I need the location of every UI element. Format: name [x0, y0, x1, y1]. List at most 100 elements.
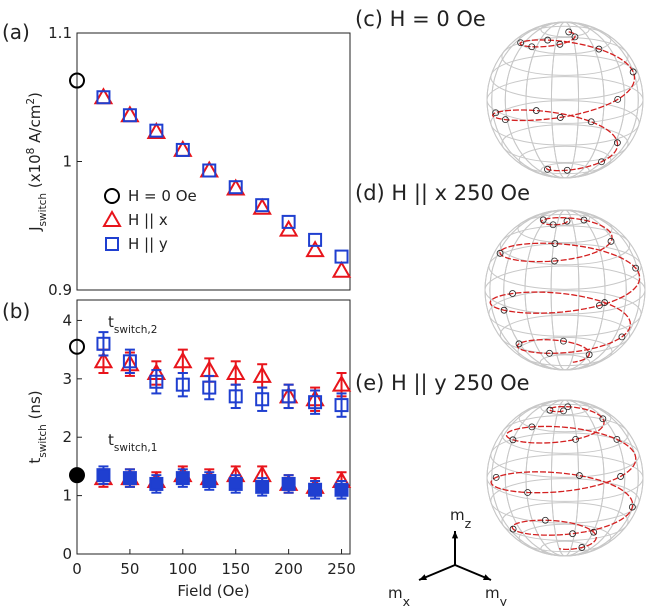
- trajectory-point: [539, 216, 547, 224]
- trajectory-point: [500, 306, 508, 314]
- data-point: [149, 123, 164, 138]
- y-axis-label-part: 8: [25, 148, 37, 155]
- panel-label: (b): [2, 299, 30, 323]
- axis-label-part: x: [403, 594, 411, 606]
- longitude: [491, 21, 639, 179]
- trajectory-point: [613, 435, 621, 443]
- trajectory: [489, 217, 641, 363]
- data-point: [334, 482, 349, 497]
- sphere-diagrams: (c) H = 0 Oe (d) H || x 250 Oe (e) H || y …: [355, 7, 646, 606]
- trajectory-point: [580, 216, 588, 224]
- y-axis-label-part: switch: [37, 193, 49, 227]
- y-axis-label: Jswitch (x108 A/cm2): [25, 92, 49, 232]
- longitude: [550, 209, 580, 371]
- y-axis-label-part: (ns): [26, 390, 44, 424]
- axis-label-part: m: [388, 584, 403, 602]
- arrow-head: [419, 574, 427, 581]
- latitude: [517, 213, 613, 244]
- data-point: [96, 90, 111, 105]
- y-tick-label: 1: [62, 153, 72, 171]
- trajectory-point: [595, 302, 603, 309]
- data-point: [331, 260, 352, 278]
- trajectory-point: [541, 516, 549, 524]
- trajectory-point: [509, 525, 517, 533]
- data-point: [149, 476, 164, 491]
- latitude: [501, 124, 629, 163]
- sphere-outline: [484, 209, 646, 371]
- longitude: [484, 209, 646, 371]
- error-bar: [336, 392, 347, 418]
- data-point: [173, 351, 193, 369]
- data-point: [255, 479, 270, 494]
- trajectory-point: [492, 473, 500, 481]
- sphere-grid: [484, 209, 646, 371]
- data-point: [334, 249, 349, 264]
- data-point: [202, 163, 217, 178]
- trajectory-point: [556, 114, 564, 121]
- trajectory-point: [563, 166, 571, 174]
- trajectory: [491, 31, 636, 172]
- trajectory-point: [613, 139, 621, 147]
- longitude: [525, 21, 605, 179]
- trajectory-point: [563, 217, 571, 225]
- data-point: [122, 354, 137, 369]
- trajectory-point: [532, 107, 540, 114]
- error-bar: [283, 383, 294, 410]
- trajectory-point: [551, 240, 559, 247]
- sphere-grid: [486, 21, 644, 179]
- data-point: [252, 365, 272, 383]
- data-point: [252, 197, 272, 215]
- latitude: [501, 37, 629, 76]
- y-axis-label-part: t: [26, 458, 44, 464]
- data-point: [255, 198, 270, 213]
- axis-label-part: m: [450, 506, 465, 524]
- trajectory-point: [560, 407, 567, 415]
- y-tick-label: 0: [62, 545, 72, 563]
- latitude: [499, 225, 631, 266]
- trajectory: [490, 405, 637, 551]
- trajectory-point: [496, 249, 504, 257]
- data-point: [308, 395, 323, 410]
- axis-label-part: y: [500, 594, 508, 606]
- trajectory-point: [544, 165, 551, 173]
- arrow-head: [451, 531, 459, 539]
- data-point: [228, 476, 243, 491]
- trajectory-point: [572, 435, 580, 443]
- data-point: [149, 374, 164, 389]
- latitude: [518, 403, 612, 433]
- y-axis-label-part: ): [26, 92, 44, 98]
- plot-frame: [76, 299, 351, 555]
- data-point: [175, 377, 190, 392]
- error-bar: [204, 374, 215, 401]
- trajectory-point: [544, 36, 552, 44]
- sphere-outline: [486, 399, 644, 557]
- arrow-head: [483, 574, 491, 581]
- trajectory-point: [546, 406, 554, 414]
- data-point: [69, 338, 85, 355]
- legend-label: H || y: [128, 235, 168, 253]
- error-bar: [257, 386, 268, 412]
- x-tick-label: 250: [327, 560, 356, 578]
- legend-marker: [105, 237, 119, 251]
- trajectory-point: [590, 528, 598, 536]
- trajectory-point: [607, 237, 615, 245]
- sphere-outline: [486, 21, 644, 179]
- data-point: [255, 392, 270, 407]
- y-axis-label: tswitch (ns): [26, 390, 49, 463]
- trajectory-point: [560, 337, 567, 345]
- data-point: [202, 380, 217, 395]
- trajectory-point: [492, 109, 500, 117]
- legend-label: H || x: [128, 211, 168, 229]
- annotation-part: t: [108, 313, 114, 331]
- annotation: tswitch,1: [108, 431, 157, 454]
- data-point: [202, 474, 217, 489]
- legend-marker: [104, 188, 120, 204]
- trajectory-point: [585, 351, 593, 359]
- data-point: [96, 468, 111, 483]
- longitude: [486, 21, 644, 179]
- data-point: [225, 362, 246, 380]
- trajectory-point: [524, 489, 532, 496]
- annotation: tswitch,2: [108, 313, 157, 336]
- y-tick-label: 4: [62, 311, 72, 329]
